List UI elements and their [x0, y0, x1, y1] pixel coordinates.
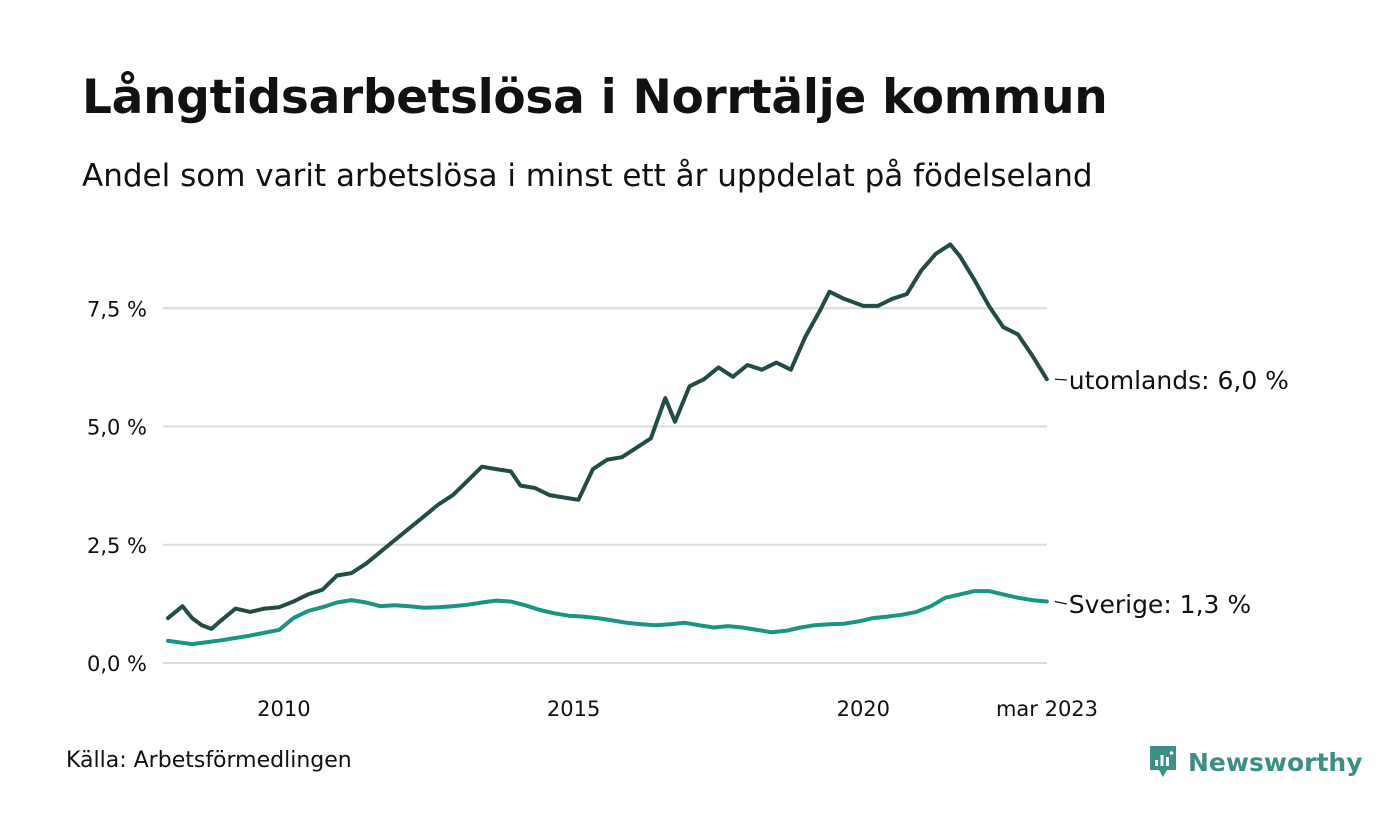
series-line-sverige — [166, 589, 1049, 647]
newsworthy-logo-icon — [1150, 746, 1176, 777]
y-tick-label: 7,5 % — [87, 297, 147, 321]
x-tick-label: 2020 — [837, 697, 890, 721]
y-tick-label: 2,5 % — [87, 534, 147, 558]
grid-lines — [163, 307, 1047, 664]
x-tick-label: mar 2023 — [996, 697, 1098, 721]
series-end-label: utomlands: 6,0 % — [1069, 366, 1289, 395]
chart-subtitle: Andel som varit arbetslösa i minst ett å… — [82, 158, 1093, 194]
y-tick-label: 5,0 % — [87, 416, 147, 440]
brand-name: Newsworthy — [1188, 747, 1363, 777]
label-connector — [1054, 600, 1067, 605]
label-connector — [1054, 378, 1067, 381]
y-axis: 0,0 % 2,5 % 5,0 % 7,5 % — [87, 297, 147, 676]
series-end-label: Sverige: 1,3 % — [1069, 590, 1251, 619]
series-line-utomlands — [166, 242, 1049, 631]
y-tick-label: 0,0 % — [87, 652, 147, 676]
x-tick-label: 2015 — [547, 697, 600, 721]
series-end-labels: utomlands: 6,0 % Sverige: 1,3 % — [1054, 366, 1289, 619]
source-note: Källa: Arbetsförmedlingen — [66, 748, 352, 773]
series-lines — [166, 242, 1049, 647]
chart-title: Långtidsarbetslösa i Norrtälje kommun — [82, 70, 1108, 125]
brand-logo[interactable]: Newsworthy — [1148, 744, 1363, 780]
x-axis: 2010 2015 2020 mar 2023 — [257, 697, 1098, 721]
x-tick-label: 2010 — [257, 697, 310, 721]
